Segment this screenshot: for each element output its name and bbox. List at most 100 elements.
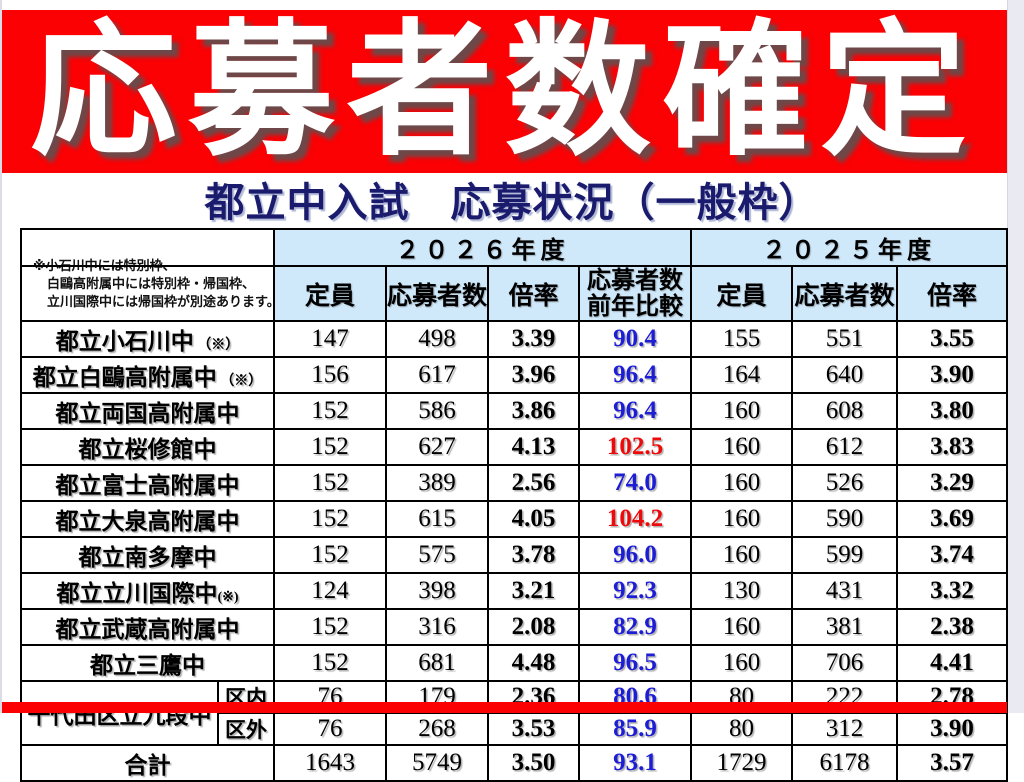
- yoy-header: 応募者数 前年比較: [578, 265, 692, 322]
- applicants-2025: 590: [791, 500, 898, 538]
- ratio-2025: 3.29: [895, 464, 1009, 502]
- yoy-value: 96.5: [578, 644, 692, 682]
- capacity-2026: 152: [273, 500, 387, 538]
- page-edge-right: [1007, 0, 1024, 713]
- school-name: 都立両国高附属中: [20, 392, 275, 430]
- school-note: （※）: [193, 338, 240, 353]
- applicants-2025: 706: [791, 644, 898, 682]
- table-row-hakuo: 都立白鷗高附属中 （※） 156 617 3.96 96.4 164 640 3…: [20, 356, 1009, 394]
- capacity-2025: 160: [690, 464, 793, 502]
- applicants-2026: 575: [385, 536, 489, 574]
- applicants-2026: 586: [385, 392, 489, 430]
- capacity-2026: 1643: [273, 744, 387, 782]
- table-row-total: 合計 1643 5749 3.50 93.1 1729 6178 3.57: [20, 744, 1009, 782]
- bottom-banner: [2, 702, 1007, 713]
- school-note: (※): [217, 590, 239, 605]
- capacity-2025-header: 定員: [690, 265, 793, 322]
- applicants-2026: 498: [385, 320, 489, 358]
- applicants-2025: 640: [791, 356, 898, 394]
- ratio-2026-header: 倍率: [487, 265, 580, 322]
- capacity-2025: 164: [690, 356, 793, 394]
- ratio-2026: 3.50: [487, 744, 580, 782]
- yoy-value: 93.1: [578, 744, 692, 782]
- ratio-2025: 3.80: [895, 392, 1009, 430]
- ratio-2025: 3.32: [895, 572, 1009, 610]
- table-row-fuji: 都立富士高附属中 152 389 2.56 74.0 160 526 3.29: [20, 464, 1009, 502]
- applicants-2026: 615: [385, 500, 489, 538]
- table-row-musashi: 都立武蔵高附属中 152 316 2.08 82.9 160 381 2.38: [20, 608, 1009, 646]
- table-row-oizumi: 都立大泉高附属中 152 615 4.05 104.2 160 590 3.69: [20, 500, 1009, 538]
- capacity-2025: 160: [690, 392, 793, 430]
- capacity-2026: 152: [273, 536, 387, 574]
- capacity-2026: 152: [273, 608, 387, 646]
- school-name: 都立桜修館中: [20, 428, 275, 466]
- applicants-2025: 6178: [791, 744, 898, 782]
- ratio-2026: 2.08: [487, 608, 580, 646]
- page-title: 都立中入試 応募状況（一般枠）: [204, 180, 820, 225]
- applicants-table: ２０２６年度 ２０２５年度 定員 応募者数 倍率 応募者数 前年比較 定員 応募…: [20, 228, 1009, 782]
- yoy-value: 85.9: [578, 712, 692, 746]
- ratio-2026: 2.56: [487, 464, 580, 502]
- applicants-2025: 526: [791, 464, 898, 502]
- applicants-2025: 551: [791, 320, 898, 358]
- school-name-kudan: 千代田区立九段中: [20, 680, 219, 746]
- ratio-2025: 3.90: [895, 356, 1009, 394]
- ratio-2025: 3.55: [895, 320, 1009, 358]
- capacity-2026: 152: [273, 464, 387, 502]
- capacity-2026-header: 定員: [273, 265, 387, 322]
- applicants-2026: 681: [385, 644, 489, 682]
- applicants-2026: 389: [385, 464, 489, 502]
- applicants-2025: 431: [791, 572, 898, 610]
- applicants-2026: 398: [385, 572, 489, 610]
- school-name: 都立富士高附属中: [20, 464, 275, 502]
- yoy-value: 102.5: [578, 428, 692, 466]
- applicants-2026: 268: [385, 712, 489, 746]
- applicants-2026: 316: [385, 608, 489, 646]
- yoy-value: 82.9: [578, 608, 692, 646]
- capacity-2026: 76: [273, 712, 387, 746]
- applicants-2025: 612: [791, 428, 898, 466]
- ratio-2026: 3.53: [487, 712, 580, 746]
- headline-text: 応募者数確定: [30, 10, 979, 173]
- applicants-2025: 312: [791, 712, 898, 746]
- school-name: 都立小石川中 （※）: [20, 320, 275, 358]
- applicants-2026-header: 応募者数: [385, 265, 489, 322]
- capacity-2026: 152: [273, 428, 387, 466]
- applicants-2026: 617: [385, 356, 489, 394]
- ratio-2025: 3.90: [895, 712, 1009, 746]
- school-name: 都立三鷹中: [20, 644, 275, 682]
- yoy-value: 92.3: [578, 572, 692, 610]
- applicants-2025: 599: [791, 536, 898, 574]
- headline-banner: 応募者数確定: [2, 10, 1007, 173]
- table-row-minamitama: 都立南多摩中 152 575 3.78 96.0 160 599 3.74: [20, 536, 1009, 574]
- ratio-2025: 3.57: [895, 744, 1009, 782]
- capacity-2025: 160: [690, 608, 793, 646]
- column-header-row: 定員 応募者数 倍率 応募者数 前年比較 定員 応募者数 倍率: [20, 265, 1009, 322]
- yoy-header-line2: 前年比較: [587, 293, 683, 320]
- ratio-2025: 3.69: [895, 500, 1009, 538]
- capacity-2026: 152: [273, 644, 387, 682]
- yoy-value: 90.4: [578, 320, 692, 358]
- school-name: 都立立川国際中(※): [20, 572, 275, 610]
- table-row-mitaka: 都立三鷹中 152 681 4.48 96.5 160 706 4.41: [20, 644, 1009, 682]
- table-row-oshukan: 都立桜修館中 152 627 4.13 102.5 160 612 3.83: [20, 428, 1009, 466]
- yoy-value: 74.0: [578, 464, 692, 502]
- ratio-2025: 3.74: [895, 536, 1009, 574]
- year-2025-header: ２０２５年度: [689, 228, 1009, 267]
- header-spacer: [20, 265, 275, 322]
- school-name: 都立白鷗高附属中 （※）: [20, 356, 275, 394]
- ratio-2026: 3.39: [487, 320, 580, 358]
- applicants-2025-header: 応募者数: [791, 265, 898, 322]
- capacity-2025: 160: [690, 644, 793, 682]
- capacity-2026: 156: [273, 356, 387, 394]
- capacity-2026: 124: [273, 572, 387, 610]
- capacity-2026: 147: [273, 320, 387, 358]
- capacity-2025: 160: [690, 428, 793, 466]
- school-name: 都立南多摩中: [20, 536, 275, 574]
- ratio-2026: 3.78: [487, 536, 580, 574]
- ratio-2026: 4.13: [487, 428, 580, 466]
- applicants-2026: 5749: [385, 744, 489, 782]
- year-header-row: ２０２６年度 ２０２５年度: [20, 228, 1009, 267]
- ratio-2026: 3.21: [487, 572, 580, 610]
